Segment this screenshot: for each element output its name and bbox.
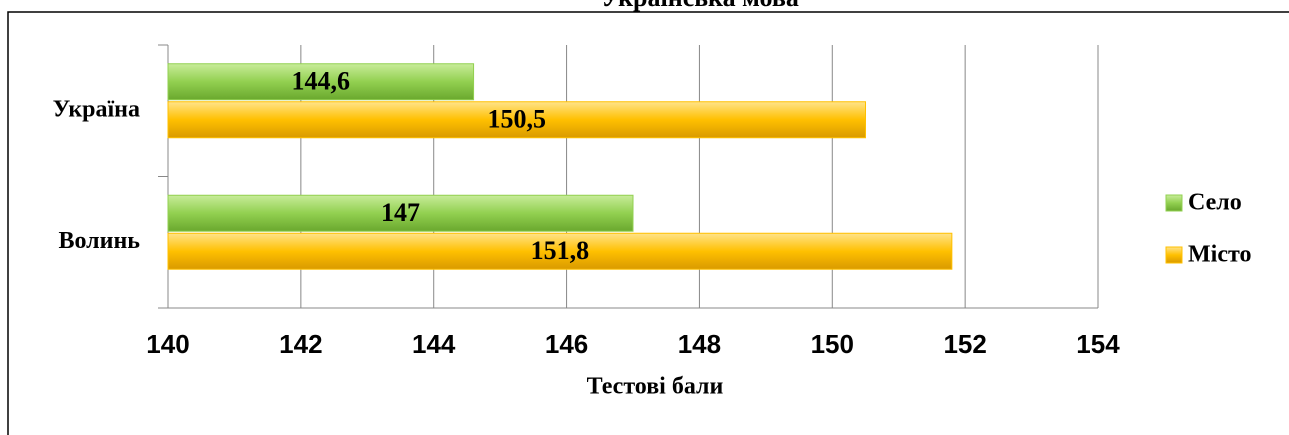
legend-swatch [1165, 246, 1183, 264]
x-tick-label: 142 [279, 329, 322, 359]
x-tick-label: 148 [678, 329, 721, 359]
bar [167, 232, 953, 270]
bar [167, 63, 475, 101]
y-tick-label: Україна [53, 96, 140, 122]
legend-swatch [1165, 194, 1183, 212]
value-label: 144,6 [292, 67, 351, 96]
chart-title: Українська мова [601, 0, 799, 12]
y-tick-label: Волинь [58, 228, 140, 254]
legend-label: Село [1188, 190, 1242, 216]
x-tick-label: 150 [811, 329, 854, 359]
value-label: 147 [381, 198, 420, 227]
bar [167, 101, 866, 139]
x-tick-label: 146 [545, 329, 588, 359]
x-tick-label: 144 [412, 329, 456, 359]
x-axis-label: Тестові бали [587, 374, 724, 400]
x-tick-label: 140 [146, 329, 189, 359]
x-tick-label: 152 [943, 329, 986, 359]
value-label: 150,5 [488, 105, 547, 134]
bar [167, 194, 634, 232]
legend-label: Місто [1188, 242, 1251, 268]
frame [7, 11, 1289, 435]
x-tick-label: 154 [1076, 329, 1120, 359]
value-label: 151,8 [531, 236, 590, 265]
